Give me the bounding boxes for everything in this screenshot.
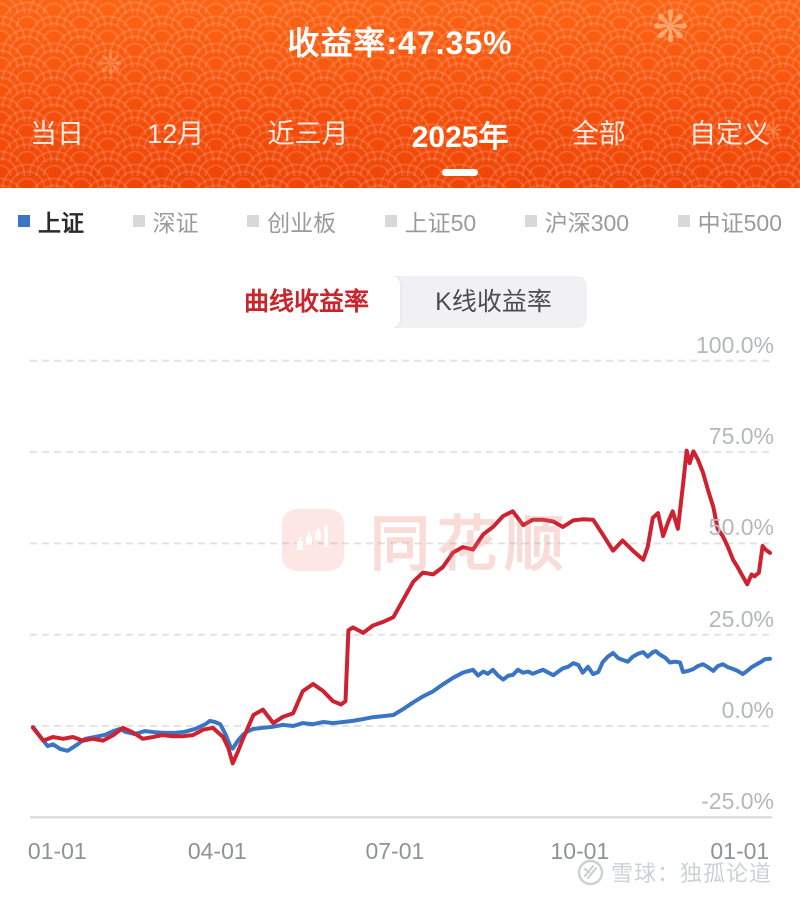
time-tab[interactable]: 当日 <box>28 104 86 178</box>
time-tab[interactable]: 12月 <box>145 104 206 178</box>
x-axis-label: 01-01 <box>710 838 770 864</box>
legend-marker <box>677 215 690 227</box>
x-axis-label: 10-01 <box>550 838 610 864</box>
xueqiu-watermark-text: 雪球：独孤论道 <box>610 861 772 886</box>
xueqiu-logo-icon <box>577 859 604 885</box>
legend-item[interactable]: 上证50 <box>384 204 477 238</box>
legend-label: 创业板 <box>267 210 337 236</box>
return-chart-canvas <box>30 359 772 819</box>
chart-style-option[interactable]: K线收益率 <box>435 288 552 316</box>
time-tab[interactable]: 全部 <box>570 104 628 178</box>
legend-label: 沪深300 <box>544 210 630 236</box>
shanghai-index-line <box>31 649 772 753</box>
y-axis-label: 75.0% <box>708 423 774 450</box>
chart-style-option[interactable]: 曲线收益率 <box>213 276 400 328</box>
legend-label: 上证50 <box>404 210 477 236</box>
x-axis-label: 07-01 <box>365 838 425 864</box>
time-tab[interactable]: 自定义 <box>687 104 772 178</box>
time-tab[interactable]: 近三月 <box>266 104 351 178</box>
time-tab-label: 12月 <box>147 119 205 149</box>
time-range-tabs: 当日 12月 近三月 2025年 全部 自定义 <box>0 104 800 178</box>
legend-label: 深证 <box>152 210 199 236</box>
x-axis-label: 04-01 <box>187 838 247 864</box>
legend-label: 中证500 <box>697 210 782 236</box>
total-return-title: 收益率:47.35% <box>287 25 513 61</box>
time-tab-label: 2025年 <box>411 121 509 154</box>
active-tab-underline <box>442 169 479 176</box>
time-tab-label: 全部 <box>571 119 626 149</box>
y-axis-label: 0.0% <box>721 697 774 723</box>
chart-style-toggle: 曲线收益率 K线收益率 <box>213 276 587 328</box>
time-tab-label: 近三月 <box>267 119 349 149</box>
legend-marker <box>247 215 260 227</box>
time-tab-label: 当日 <box>30 119 84 149</box>
y-axis-label: 50.0% <box>708 514 774 541</box>
index-legend: 上证 深证 创业板 上证50 沪深300 中证500 <box>0 204 800 238</box>
legend-item[interactable]: 深证 <box>132 204 199 238</box>
x-axis: 01-01 04-01 07-01 10-01 01-01 <box>0 838 800 870</box>
xueqiu-watermark: 雪球：独孤论道 <box>577 856 772 888</box>
legend-item[interactable]: 中证500 <box>677 204 782 238</box>
legend-item[interactable]: 上证 <box>18 204 84 238</box>
legend-marker <box>384 215 397 227</box>
legend-marker <box>132 215 145 227</box>
y-axis-label: 100.0% <box>695 331 774 358</box>
return-header: ❋ ❋ ❋ 收益率:47.35% 当日 12月 近三月 2025年 全部 自定义 <box>0 0 800 188</box>
time-tab[interactable]: 2025年 <box>410 104 511 178</box>
y-axis-label: -25.0% <box>701 788 774 815</box>
portfolio-return-line <box>31 448 772 766</box>
y-axis-label: 25.0% <box>708 605 774 632</box>
legend-item[interactable]: 沪深300 <box>524 204 630 238</box>
return-chart: 100.0% 75.0% 50.0% 25.0% 0.0% -25.0% <box>0 332 800 820</box>
legend-label: 上证 <box>38 210 84 236</box>
x-axis-label: 01-01 <box>27 838 87 864</box>
time-tab-label: 自定义 <box>688 119 770 149</box>
legend-marker <box>524 215 537 227</box>
legend-item[interactable]: 创业板 <box>247 204 336 238</box>
legend-marker <box>18 215 30 227</box>
